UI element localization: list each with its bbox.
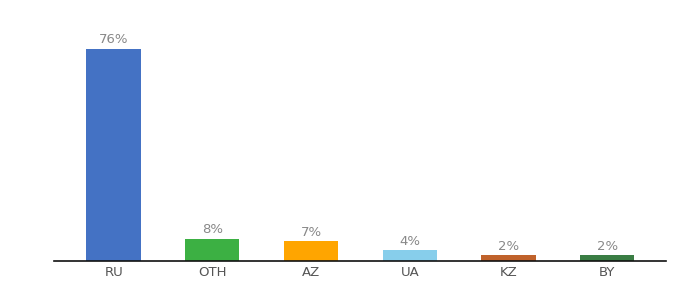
Bar: [86, 49, 141, 261]
Text: 2%: 2%: [596, 240, 617, 253]
Text: 76%: 76%: [99, 33, 129, 46]
Text: 4%: 4%: [399, 235, 420, 248]
Text: 8%: 8%: [202, 224, 223, 236]
Text: 2%: 2%: [498, 240, 519, 253]
Bar: [383, 250, 437, 261]
Text: 7%: 7%: [301, 226, 322, 239]
Bar: [185, 238, 239, 261]
Bar: [481, 255, 536, 261]
Bar: [284, 242, 338, 261]
Bar: [580, 255, 634, 261]
